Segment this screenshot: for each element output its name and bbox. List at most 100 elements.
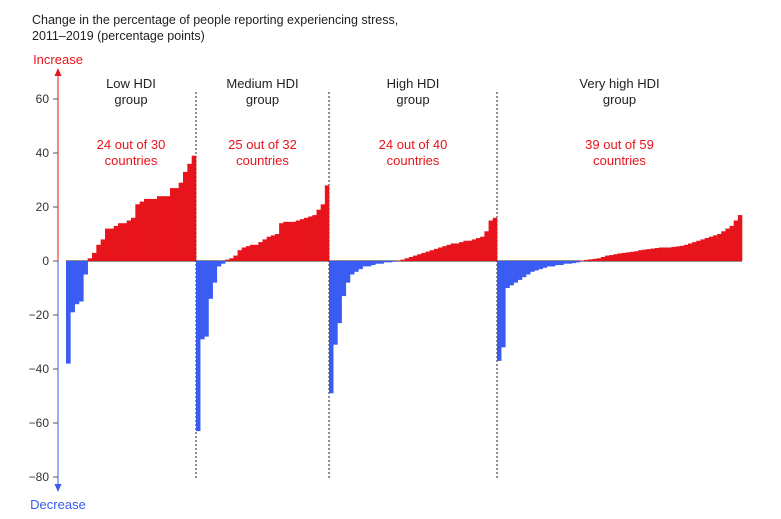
bar — [165, 196, 171, 261]
bar — [254, 244, 259, 261]
bar — [425, 251, 431, 261]
group-count-line-2: countries — [387, 153, 440, 168]
bar — [575, 261, 581, 263]
bar — [413, 255, 418, 261]
bar — [383, 261, 389, 263]
bar — [484, 231, 489, 261]
bar — [609, 255, 614, 261]
group-count-line-2: countries — [593, 153, 646, 168]
bar — [118, 223, 123, 261]
group-name-line-2: group — [246, 92, 279, 107]
bar — [625, 252, 631, 261]
bar — [220, 261, 226, 264]
bar — [429, 250, 435, 261]
bar — [663, 247, 668, 261]
bar — [100, 239, 106, 261]
bar — [148, 198, 153, 261]
bar — [113, 225, 119, 261]
bar — [497, 261, 502, 361]
bar — [517, 261, 523, 280]
bar — [546, 261, 552, 267]
bar — [270, 235, 276, 261]
bar — [634, 251, 639, 261]
bar — [571, 261, 577, 264]
bar — [729, 225, 734, 261]
bar — [295, 220, 301, 261]
bar — [505, 261, 510, 288]
bar — [362, 261, 368, 267]
bar — [131, 217, 136, 261]
bar — [308, 216, 313, 261]
bar — [542, 261, 548, 268]
bar — [550, 261, 556, 267]
bar — [157, 196, 162, 261]
bar — [74, 261, 80, 305]
decrease-label: Decrease — [30, 497, 86, 512]
bar — [324, 185, 330, 261]
bar — [299, 219, 305, 261]
group-name-line-1: Low HDI — [106, 76, 156, 91]
bar — [700, 239, 705, 261]
bar — [266, 236, 272, 261]
bar — [174, 188, 179, 261]
group-name-line-2: group — [114, 92, 147, 107]
bar — [733, 220, 739, 261]
bar — [696, 240, 701, 261]
bar — [476, 238, 481, 261]
bar — [135, 204, 140, 261]
bar — [212, 261, 218, 283]
bar — [708, 236, 714, 261]
bar — [250, 244, 255, 261]
bar — [658, 247, 664, 261]
bar — [509, 261, 514, 286]
bar — [580, 260, 585, 262]
bar — [521, 261, 527, 278]
bar — [563, 261, 568, 264]
bar — [216, 261, 222, 267]
bar — [144, 198, 149, 261]
bar — [187, 163, 192, 261]
bar — [530, 261, 535, 272]
bar — [400, 259, 405, 261]
bar — [371, 261, 376, 266]
bar — [225, 259, 230, 261]
increase-label: Increase — [33, 52, 83, 67]
bar — [567, 261, 573, 264]
bar — [442, 246, 447, 261]
bar — [70, 261, 75, 313]
bar — [291, 221, 297, 261]
bar — [675, 246, 681, 261]
group-count-line-2: countries — [236, 153, 289, 168]
bar — [404, 258, 410, 261]
group-name-line-1: Very high HDI — [579, 76, 659, 91]
bar — [704, 238, 710, 261]
bar — [262, 239, 267, 261]
chart-title-line-1: Change in the percentage of people repor… — [32, 13, 399, 27]
bar — [200, 261, 205, 340]
bar — [283, 221, 288, 261]
bar — [592, 258, 597, 261]
bar — [258, 242, 263, 261]
bar — [92, 252, 97, 261]
bar — [683, 244, 689, 261]
bar — [671, 246, 676, 261]
y-tick-label: −80 — [29, 470, 50, 484]
group-name-line-1: Medium HDI — [226, 76, 298, 91]
bar — [350, 261, 355, 275]
bar — [488, 220, 494, 261]
bar — [241, 247, 247, 261]
bar — [480, 236, 485, 261]
bar — [183, 171, 188, 261]
bar — [596, 258, 602, 261]
bar — [126, 220, 132, 261]
bar — [471, 239, 477, 261]
bar — [492, 217, 498, 261]
bar — [725, 228, 730, 261]
bar — [513, 261, 519, 283]
bar — [555, 261, 560, 266]
y-tick-label: −60 — [29, 416, 50, 430]
bar — [642, 249, 647, 261]
y-tick-label: 40 — [36, 146, 50, 160]
group-name-line-2: group — [603, 92, 636, 107]
bar — [438, 247, 443, 261]
